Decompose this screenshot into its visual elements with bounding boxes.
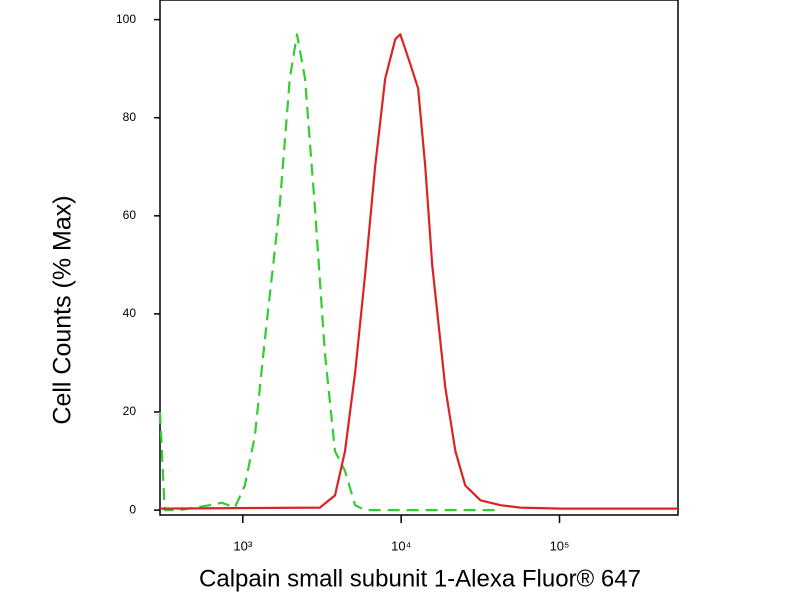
y-tick-label: 80 <box>123 110 137 124</box>
x-tick-label: 10³ <box>233 538 252 553</box>
y-axis-label: Cell Counts (% Max) <box>49 195 77 424</box>
y-tick-label: 40 <box>123 306 137 320</box>
histogram-line <box>159 33 678 510</box>
histogram-line <box>158 33 501 512</box>
plot-frame <box>159 0 679 516</box>
x-tick-label: 10⁵ <box>550 538 570 553</box>
y-tick-label: 60 <box>123 208 137 222</box>
y-tick-label: 100 <box>116 12 136 26</box>
y-tick-label: 20 <box>123 404 137 418</box>
x-axis-label: Calpain small subunit 1-Alexa Fluor® 647 <box>199 565 641 592</box>
x-tick-label: 10⁴ <box>391 538 411 553</box>
y-tick-label: 0 <box>129 502 136 516</box>
